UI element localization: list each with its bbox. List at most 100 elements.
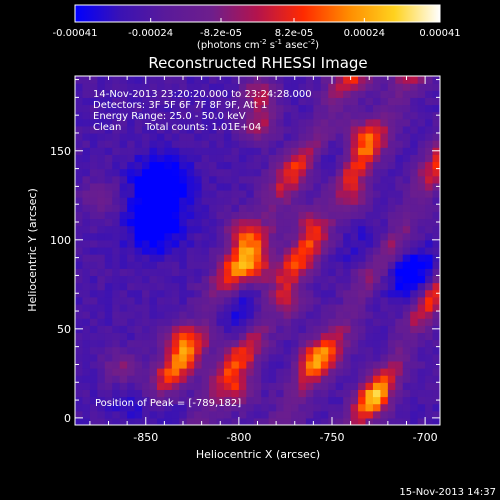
heatmap-cell xyxy=(305,218,314,227)
heatmap-cell xyxy=(223,311,233,319)
heatmap-cell xyxy=(395,368,404,376)
heatmap-cell xyxy=(164,353,173,362)
heatmap-cell xyxy=(372,275,382,284)
heatmap-cell xyxy=(387,211,396,220)
heatmap-cell xyxy=(268,382,277,390)
heatmap-cell xyxy=(298,296,307,305)
heatmap-cell xyxy=(425,311,434,319)
heatmap-cell xyxy=(410,90,419,98)
heatmap-cell xyxy=(75,375,84,383)
heatmap-cell xyxy=(380,175,389,184)
heatmap-cell xyxy=(320,396,329,405)
heatmap-cell xyxy=(410,339,419,348)
heatmap-cell xyxy=(313,118,322,127)
heatmap-cell xyxy=(276,76,285,84)
heatmap-cell xyxy=(313,197,322,205)
heatmap-cell xyxy=(253,275,262,284)
heatmap-cell xyxy=(372,254,382,262)
heatmap-cell xyxy=(89,118,98,127)
heatmap-cell xyxy=(365,111,374,120)
heatmap-cell xyxy=(238,303,247,312)
heatmap-cell xyxy=(186,368,195,376)
heatmap-cell xyxy=(238,275,247,284)
heatmap-cell xyxy=(283,382,292,390)
heatmap-cell xyxy=(313,90,322,98)
x-axis-title: Heliocentric X (arcsec) xyxy=(196,448,320,461)
heatmap-cell xyxy=(305,375,314,383)
heatmap-cell xyxy=(283,211,292,220)
heatmap-cell xyxy=(268,339,277,348)
heatmap-cell xyxy=(350,189,359,198)
heatmap-cell xyxy=(283,368,292,376)
heatmap-cell xyxy=(372,339,382,348)
heatmap-cell xyxy=(365,311,374,319)
heatmap-cell xyxy=(313,254,322,262)
heatmap-cell xyxy=(432,332,440,341)
heatmap-cell xyxy=(358,375,367,383)
heatmap-cell xyxy=(179,225,188,234)
heatmap-cell xyxy=(372,353,382,362)
heatmap-cell xyxy=(305,311,314,319)
heatmap-cell xyxy=(417,132,426,141)
heatmap-cell xyxy=(365,382,374,390)
heatmap-cell xyxy=(320,90,329,98)
heatmap-cell xyxy=(395,382,404,390)
heatmap-cell xyxy=(380,396,389,405)
heatmap-cell xyxy=(365,182,374,191)
heatmap-cell xyxy=(358,346,367,355)
heatmap-cell xyxy=(410,175,419,184)
heatmap-cell xyxy=(89,403,98,412)
heatmap-cell xyxy=(171,132,180,141)
heatmap-cell xyxy=(97,346,106,355)
heatmap-cell xyxy=(387,403,396,412)
heatmap-cell xyxy=(328,211,337,220)
heatmap-cell xyxy=(97,311,106,319)
heatmap-cell xyxy=(231,140,240,148)
heatmap-cell xyxy=(253,125,262,134)
heatmap-cell xyxy=(253,175,262,184)
heatmap-cell xyxy=(410,204,419,212)
heatmap-cell xyxy=(410,111,419,120)
heatmap-cell xyxy=(104,97,113,106)
heatmap-cell xyxy=(82,346,91,355)
heatmap-cell xyxy=(179,410,188,419)
heatmap-cell xyxy=(201,410,210,419)
heatmap-cell xyxy=(402,182,411,191)
heatmap-cell xyxy=(313,332,322,341)
heatmap-cell xyxy=(216,403,225,412)
heatmap-cell xyxy=(313,189,322,198)
heatmap-cell xyxy=(179,83,188,91)
heatmap-cell xyxy=(313,382,322,390)
heatmap-cell xyxy=(305,396,314,405)
heatmap-cell xyxy=(112,403,121,412)
heatmap-cell xyxy=(97,246,106,255)
heatmap-cell xyxy=(291,396,300,405)
heatmap-cell xyxy=(149,346,158,355)
heatmap-cell xyxy=(75,246,84,255)
heatmap-cell xyxy=(358,389,367,398)
heatmap-cell xyxy=(402,325,411,334)
heatmap-cell xyxy=(291,282,300,291)
heatmap-cell xyxy=(112,325,121,334)
heatmap-cell xyxy=(253,382,262,390)
heatmap-cell xyxy=(425,189,434,198)
heatmap-cell xyxy=(112,396,121,405)
heatmap-cell xyxy=(276,339,285,348)
heatmap-cell xyxy=(112,375,121,383)
heatmap-cell xyxy=(156,282,165,291)
colorbar-tick-labels: -0.00041 -0.00024 -8.2e-05 8.2e-05 0.00024 0.… xyxy=(53,28,461,39)
heatmap-cell xyxy=(380,218,389,227)
heatmap-cell xyxy=(276,325,285,334)
heatmap-cell xyxy=(142,346,151,355)
heatmap-cell xyxy=(186,275,195,284)
heatmap-cell xyxy=(417,161,426,170)
heatmap-cell xyxy=(291,289,300,298)
heatmap-cell xyxy=(119,368,128,376)
heatmap-cell xyxy=(149,97,158,106)
heatmap-cell xyxy=(194,410,203,419)
heatmap-cell xyxy=(171,239,180,248)
heatmap-cell xyxy=(231,396,240,405)
heatmap-cell xyxy=(246,410,255,419)
heatmap-cell xyxy=(201,118,210,127)
heatmap-cell xyxy=(104,268,113,277)
